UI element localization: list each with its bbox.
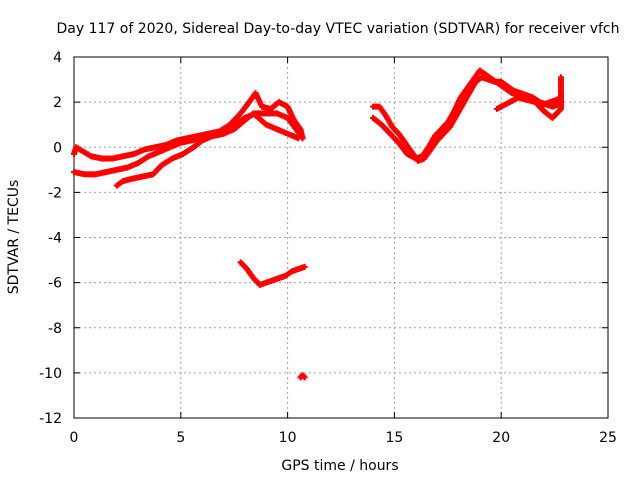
y-tick-label: -8	[48, 321, 62, 337]
y-axis-label: SDTVAR / TECUs	[6, 180, 22, 295]
series-track-e-isolated	[297, 372, 308, 381]
x-tick-label: 15	[385, 430, 403, 446]
series-track-a-lower	[71, 110, 306, 178]
data-marks	[71, 67, 565, 381]
y-tick-label: 0	[53, 140, 62, 156]
y-tick-label: -6	[48, 276, 62, 292]
y-tick-label: -4	[48, 231, 62, 247]
y-tick-label: -10	[39, 366, 62, 382]
axis-ticks	[73, 56, 609, 419]
series-track-c-lower-left	[113, 110, 302, 189]
series-track-d-dip	[237, 259, 308, 288]
y-tick-label: 4	[53, 50, 62, 66]
y-tick-label: -12	[39, 411, 62, 427]
x-tick-label: 10	[279, 430, 297, 446]
x-tick-label: 0	[70, 430, 79, 446]
x-tick-labels: 0 5 10 15 20 25	[70, 430, 617, 446]
chart-title: Day 117 of 2020, Sidereal Day-to-day VTE…	[56, 21, 619, 37]
x-tick-label: 20	[492, 430, 510, 446]
x-tick-label: 25	[599, 430, 617, 446]
x-tick-label: 5	[176, 430, 185, 446]
y-tick-label: -2	[48, 185, 62, 201]
grid-lines	[74, 57, 608, 418]
y-tick-label: 2	[53, 95, 62, 111]
x-axis-label: GPS time / hours	[281, 458, 398, 474]
y-tick-labels: 4 2 0 -2 -4 -6 -8 -10 -12	[39, 50, 62, 427]
series-track-h-late	[493, 74, 565, 121]
